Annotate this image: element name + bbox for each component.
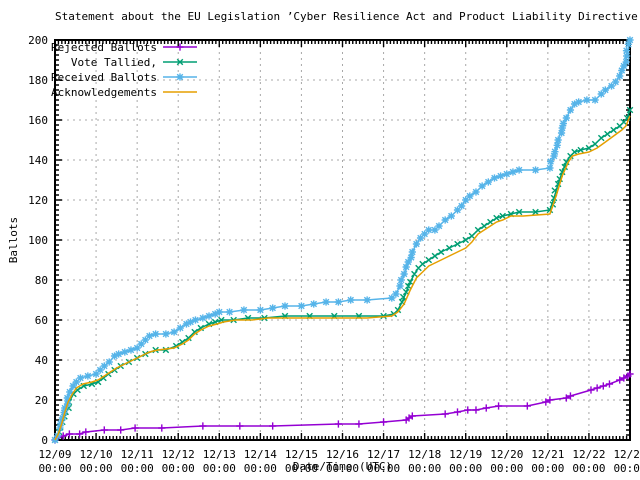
y-axis-label: Ballots [7, 216, 20, 264]
chart-title: Statement about the EU Legislation ’Cybe… [55, 10, 640, 23]
x-tick-label-date: 12/13 [203, 448, 236, 461]
y-tick-label: 60 [35, 314, 48, 327]
x-tick-label-date: 12/11 [121, 448, 154, 461]
legend-sample-marker [176, 43, 184, 51]
x-tick-label-date: 12/18 [408, 448, 441, 461]
x-tick-label-date: 12/14 [244, 448, 277, 461]
plot-frame [54, 39, 631, 441]
x-tick-label-date: 12/17 [367, 448, 400, 461]
x-tick-label-time: 00:00 [367, 462, 400, 475]
y-tick-label: 160 [28, 114, 48, 127]
y-tick-label: 0 [41, 434, 48, 447]
x-tick-label-time: 00:00 [408, 462, 441, 475]
y-tick-label: 20 [35, 394, 48, 407]
x-tick-label-date: 12/10 [80, 448, 113, 461]
x-tick-label-time: 00:00 [244, 462, 277, 475]
legend-label: Rejected Ballots [51, 41, 157, 54]
x-tick-label-date: 12/21 [531, 448, 564, 461]
x-axis-label: Date/Time (UTC) [292, 460, 393, 473]
x-tick-label-time: 00:00 [285, 462, 318, 475]
x-tick-label-time: 00:00 [162, 462, 195, 475]
legend-sample-marker [176, 73, 184, 81]
x-tick-label-time: 00:00 [326, 462, 359, 475]
x-tick-label-date: 12/20 [490, 448, 523, 461]
x-tick-label-time: 00:00 [80, 462, 113, 475]
x-tick-label-date: 12/23 [613, 448, 640, 461]
y-tick-label: 200 [28, 34, 48, 47]
y-tick-label: 40 [35, 354, 48, 367]
x-tick-label-date: 12/12 [162, 448, 195, 461]
x-tick-label-time: 00:00 [490, 462, 523, 475]
y-tick-label: 100 [28, 234, 48, 247]
x-tick-label-date: 12/16 [326, 448, 359, 461]
x-tick-label-time: 00:00 [203, 462, 236, 475]
x-tick-label-time: 00:00 [531, 462, 564, 475]
x-tick-label-time: 00:00 [121, 462, 154, 475]
x-tick-label-date: 12/09 [38, 448, 71, 461]
legend-label: Received Ballots [51, 71, 157, 84]
x-tick-label-date: 12/22 [572, 448, 605, 461]
x-tick-label-date: 12/19 [449, 448, 482, 461]
x-tick-label-time: 00:00 [38, 462, 71, 475]
y-tick-label: 80 [35, 274, 48, 287]
legend-label: Vote Tallied, [71, 56, 157, 69]
y-tick-label: 140 [28, 154, 48, 167]
y-tick-label: 120 [28, 194, 48, 207]
series-line-acknowledgements [54, 115, 631, 441]
grid-lines [55, 40, 630, 440]
x-tick-label-time: 00:00 [613, 462, 640, 475]
legend-label: Acknowledgements [51, 86, 157, 99]
y-tick-label: 180 [28, 74, 48, 87]
x-tick-label-time: 00:00 [449, 462, 482, 475]
legend-sample-marker [176, 58, 184, 66]
x-tick-label-date: 12/15 [285, 448, 318, 461]
x-tick-label-time: 00:00 [572, 462, 605, 475]
